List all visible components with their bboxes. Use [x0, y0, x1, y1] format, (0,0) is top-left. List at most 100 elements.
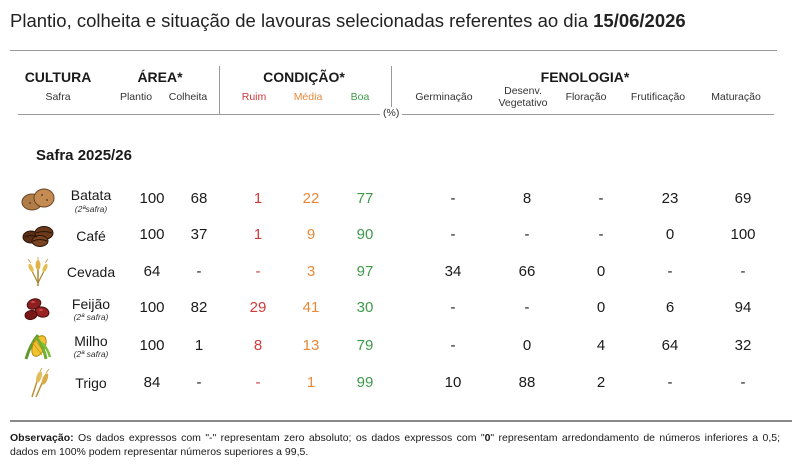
cell-desenv: 88: [518, 374, 536, 391]
cell-floracao: 0: [596, 263, 606, 280]
header-media: Média: [293, 91, 323, 103]
cell-plantio: 64: [143, 263, 161, 280]
crop-name: Feijão: [71, 296, 111, 312]
crop-name: Milho: [74, 333, 108, 349]
crop-name: Batata: [70, 187, 112, 203]
top-divider: [10, 50, 777, 51]
divider-condicao-fenologia: [391, 66, 392, 114]
header-plantio: Plantio: [119, 91, 153, 103]
cell-maturacao: -: [740, 263, 746, 280]
cell-frutificacao: 6: [665, 299, 675, 316]
header-condicao: CONDIÇÃO*: [263, 69, 345, 85]
cell-colheita: -: [196, 374, 202, 391]
cell-plantio: 100: [139, 337, 165, 354]
crop-name: Cevada: [66, 264, 116, 280]
cell-ruim: -: [255, 374, 261, 391]
cell-maturacao: 94: [734, 299, 752, 316]
cell-colheita: 37: [190, 226, 208, 243]
title-date: 15/06/2026: [593, 10, 686, 31]
cell-maturacao: 32: [734, 337, 752, 354]
table-row: Cevada 64 - - 3 97 34 66 0 - -: [0, 255, 800, 289]
cell-media: 13: [302, 337, 320, 354]
cell-desenv: -: [524, 299, 530, 316]
coffee-icon: [22, 226, 54, 247]
header-colheita: Colheita: [168, 91, 208, 103]
table-row: Milho (2ª safra) 100 1 8 13 79 - 0 4 64 …: [0, 329, 800, 363]
header-germinacao: Germinação: [415, 91, 473, 103]
cell-maturacao: 100: [730, 226, 756, 243]
page-title: Plantio, colheita e situação de lavouras…: [10, 10, 686, 32]
cell-desenv: 0: [522, 337, 532, 354]
crop-note: (2ª safra): [73, 349, 109, 359]
cell-maturacao: -: [740, 374, 746, 391]
header-desenv-line2: Vegetativo: [498, 97, 548, 109]
cell-desenv: -: [524, 226, 530, 243]
cell-colheita: 82: [190, 299, 208, 316]
header-area: ÁREA*: [137, 69, 183, 85]
observation-label: Observação:: [10, 432, 74, 444]
crop-note: (2ª safra): [73, 312, 109, 322]
header-safra: Safra: [45, 91, 71, 103]
cell-ruim: 8: [253, 337, 263, 354]
potato-icon: [21, 188, 55, 211]
crop-name: Trigo: [75, 375, 107, 391]
cell-floracao: 4: [596, 337, 606, 354]
header-frutificacao: Frutificação: [630, 91, 686, 103]
cell-germinacao: 10: [444, 374, 462, 391]
cell-media: 1: [306, 374, 316, 391]
cell-plantio: 100: [139, 299, 165, 316]
crop-note: (2ªsafra): [74, 204, 108, 214]
cell-germinacao: -: [450, 337, 456, 354]
cell-frutificacao: -: [667, 374, 673, 391]
cell-germinacao: -: [450, 299, 456, 316]
header-desenv-line1: Desenv.: [504, 85, 542, 97]
cell-plantio: 100: [139, 226, 165, 243]
barley-icon: [27, 257, 49, 286]
cell-plantio: 84: [143, 374, 161, 391]
cell-media: 9: [306, 226, 316, 243]
header-boa: Boa: [350, 91, 370, 103]
cell-floracao: -: [598, 190, 604, 207]
wheat-icon: [31, 368, 50, 398]
table-row: Feijão (2ª safra) 100 82 29 41 30 - - 0 …: [0, 291, 800, 325]
observation-text-a: Os dados expressos com "-" representam z…: [73, 432, 485, 444]
cell-frutificacao: 0: [665, 226, 675, 243]
cell-floracao: 0: [596, 299, 606, 316]
table-row: Café 100 37 1 9 90 - - - 0 100: [0, 218, 800, 252]
cell-boa: 90: [356, 226, 374, 243]
table-row: Trigo 84 - - 1 99 10 88 2 - -: [0, 366, 800, 400]
cell-floracao: 2: [596, 374, 606, 391]
cell-boa: 77: [356, 190, 374, 207]
observation-zero: 0: [484, 432, 491, 444]
header-floracao: Floração: [565, 91, 607, 103]
cell-germinacao: -: [450, 190, 456, 207]
cell-frutificacao: -: [667, 263, 673, 280]
cell-colheita: -: [196, 263, 202, 280]
cell-boa: 97: [356, 263, 374, 280]
cell-ruim: 1: [253, 226, 263, 243]
unit-label: (%): [380, 107, 403, 119]
cell-colheita: 1: [194, 337, 204, 354]
cell-germinacao: 34: [444, 263, 462, 280]
cell-floracao: -: [598, 226, 604, 243]
cell-media: 3: [306, 263, 316, 280]
cell-ruim: 1: [253, 190, 263, 207]
cell-media: 41: [302, 299, 320, 316]
cell-frutificacao: 23: [661, 190, 679, 207]
cell-desenv: 66: [518, 263, 536, 280]
cell-maturacao: 69: [734, 190, 752, 207]
header-maturacao: Maturação: [711, 91, 761, 103]
section-label: Safra 2025/26: [36, 147, 132, 164]
cell-colheita: 68: [190, 190, 208, 207]
observation-note: Observação: Os dados expressos com "-" r…: [10, 431, 780, 459]
cell-desenv: 8: [522, 190, 532, 207]
header-fenologia: FENOLOGIA*: [540, 69, 630, 85]
cell-ruim: -: [255, 263, 261, 280]
bottom-divider: [10, 420, 792, 422]
cell-boa: 30: [356, 299, 374, 316]
corn-icon: [24, 334, 52, 360]
title-text: Plantio, colheita e situação de lavouras…: [10, 10, 588, 31]
header-desenv: Desenv. Vegetativo: [488, 85, 558, 109]
cell-frutificacao: 64: [661, 337, 679, 354]
divider-area-condicao: [219, 66, 220, 114]
